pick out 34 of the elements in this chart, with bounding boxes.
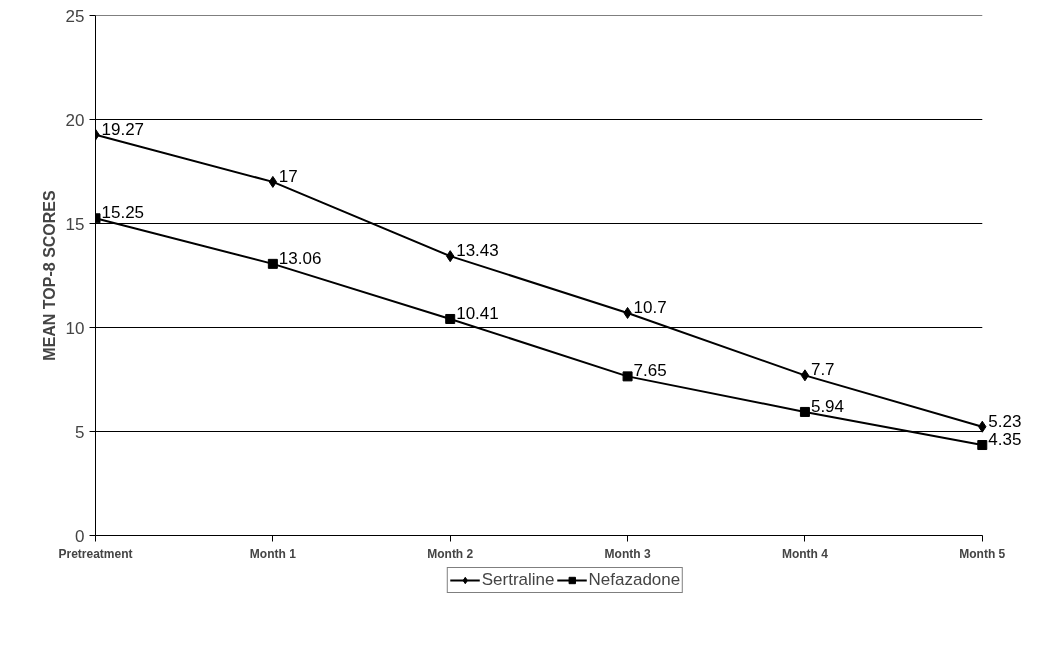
data-label: 10.7 <box>633 297 667 317</box>
y-axis-title: MEAN TOP-8 SCORES <box>40 189 58 361</box>
point <box>977 440 988 451</box>
y-tick-label: 10 <box>65 318 85 338</box>
legend-label: Sertraline <box>481 570 555 590</box>
data-label: 4.35 <box>988 430 1022 450</box>
x-tick-label: Month 1 <box>249 546 297 561</box>
y-tick-label: 25 <box>65 6 85 26</box>
x-tick-label: Month 5 <box>959 546 1006 561</box>
x-tick-label: Pretreatment <box>58 546 133 561</box>
data-label: 10.41 <box>456 303 499 323</box>
x-tick-label: Month 2 <box>427 546 474 561</box>
data-label: 5.23 <box>988 411 1022 431</box>
point <box>622 371 633 382</box>
point <box>800 369 810 382</box>
data-label: 13.43 <box>456 241 499 261</box>
data-label: 15.25 <box>101 203 145 223</box>
point <box>268 175 278 188</box>
x-tick-label: Month 3 <box>604 546 651 561</box>
y-tick-label: 0 <box>75 526 85 546</box>
data-label: 13.06 <box>278 248 322 268</box>
data-label: 19.27 <box>101 119 145 139</box>
data-label: 7.7 <box>810 360 835 380</box>
legend-label: Nefazadone <box>588 570 681 590</box>
point <box>267 258 278 269</box>
y-tick-label: 5 <box>75 422 85 442</box>
x-tick-label: Month 4 <box>781 546 829 561</box>
data-label: 17 <box>278 166 298 186</box>
point <box>799 406 810 417</box>
y-tick-label: 15 <box>65 214 85 234</box>
data-label: 7.65 <box>633 361 667 381</box>
data-label: 5.94 <box>810 396 845 416</box>
point <box>445 313 456 324</box>
y-tick-label: 20 <box>65 110 85 130</box>
